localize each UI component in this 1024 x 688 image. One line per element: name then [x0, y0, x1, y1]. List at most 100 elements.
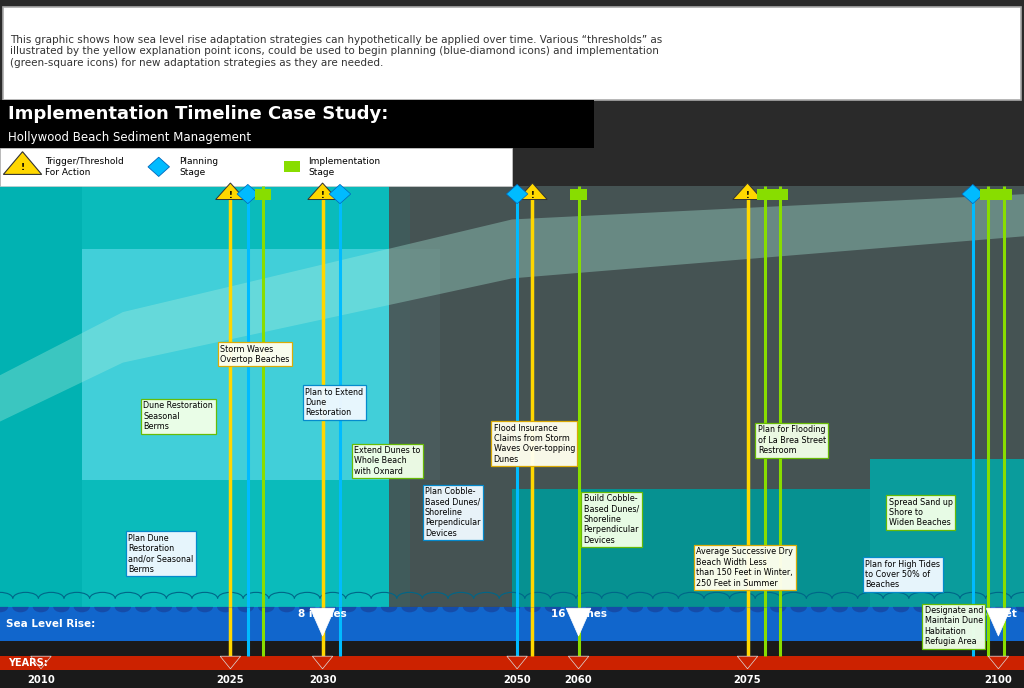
Text: Sea Level Rise:: Sea Level Rise:: [6, 619, 95, 629]
Wedge shape: [279, 607, 295, 612]
Bar: [0, 607, 1024, 641]
Wedge shape: [53, 607, 70, 612]
Text: 16 inches: 16 inches: [551, 609, 606, 619]
Text: Trigger/Threshold
For Action: Trigger/Threshold For Action: [45, 157, 124, 177]
Wedge shape: [238, 607, 254, 612]
Polygon shape: [506, 184, 528, 204]
Wedge shape: [913, 607, 930, 612]
Wedge shape: [319, 607, 336, 612]
Text: 8 inches: 8 inches: [298, 609, 347, 619]
Wedge shape: [995, 607, 1012, 612]
Text: !: !: [228, 191, 232, 200]
Polygon shape: [308, 183, 337, 200]
Polygon shape: [733, 183, 762, 200]
Polygon shape: [986, 608, 1011, 636]
Text: YEARS:: YEARS:: [8, 658, 48, 668]
Polygon shape: [31, 656, 51, 669]
Polygon shape: [737, 656, 758, 669]
Text: Flood Insurance
Claims from Storm
Waves Over-topping
Dunes: Flood Insurance Claims from Storm Waves …: [494, 424, 574, 464]
Text: Average Successive Dry
Beach Width Less
than 150 Feet in Winter,
250 Feet in Sum: Average Successive Dry Beach Width Less …: [696, 548, 794, 588]
Bar: [0, 100, 594, 148]
Polygon shape: [216, 183, 245, 200]
Text: !: !: [745, 191, 750, 200]
Wedge shape: [33, 607, 49, 612]
Bar: [570, 189, 587, 200]
Polygon shape: [3, 151, 42, 175]
Wedge shape: [381, 607, 397, 612]
Wedge shape: [504, 607, 520, 612]
Text: Plan for High Tides
to Cover 50% of
Beaches: Plan for High Tides to Cover 50% of Beac…: [865, 559, 940, 590]
Wedge shape: [197, 607, 213, 612]
Text: Plan Cobble-
Based Dunes/
Shoreline
Perpendicular
Devices: Plan Cobble- Based Dunes/ Shoreline Perp…: [425, 487, 480, 538]
Text: !: !: [20, 163, 25, 172]
Bar: [284, 161, 300, 172]
Text: Hollywood Beach Sediment Management: Hollywood Beach Sediment Management: [8, 131, 251, 144]
Polygon shape: [566, 608, 591, 636]
Wedge shape: [852, 607, 868, 612]
Wedge shape: [463, 607, 479, 612]
Wedge shape: [115, 607, 131, 612]
Text: !: !: [321, 191, 325, 200]
Polygon shape: [568, 656, 589, 669]
Bar: [870, 460, 1024, 607]
Bar: [0, 186, 82, 607]
Bar: [980, 189, 996, 200]
Polygon shape: [0, 194, 1024, 422]
FancyBboxPatch shape: [3, 7, 1021, 100]
Polygon shape: [312, 656, 333, 669]
Wedge shape: [94, 607, 111, 612]
Wedge shape: [135, 607, 152, 612]
Text: 5 Feet: 5 Feet: [980, 609, 1017, 619]
Wedge shape: [893, 607, 909, 612]
Wedge shape: [524, 607, 541, 612]
Wedge shape: [217, 607, 233, 612]
Text: This graphic shows how sea level rise adaptation strategies can hypothetically b: This graphic shows how sea level rise ad…: [10, 35, 663, 68]
Text: Designate and
Maintain Dune
Habitation
Refugia Area: Designate and Maintain Dune Habitation R…: [925, 606, 983, 646]
Text: Implementation Timeline Case Study:: Implementation Timeline Case Study:: [8, 105, 388, 123]
Polygon shape: [507, 656, 527, 669]
Wedge shape: [954, 607, 971, 612]
Bar: [757, 189, 773, 200]
Wedge shape: [872, 607, 889, 612]
Wedge shape: [74, 607, 90, 612]
Wedge shape: [12, 607, 29, 612]
Wedge shape: [299, 607, 315, 612]
Wedge shape: [176, 607, 193, 612]
Bar: [512, 489, 870, 607]
Wedge shape: [647, 607, 664, 612]
Text: Planning
Stage: Planning Stage: [179, 157, 218, 177]
Text: Implementation
Stage: Implementation Stage: [308, 157, 380, 177]
Text: Dune Restoration
Seasonal
Berms: Dune Restoration Seasonal Berms: [143, 401, 213, 431]
Polygon shape: [988, 656, 1009, 669]
Wedge shape: [668, 607, 684, 612]
Text: Plan Dune
Restoration
and/or Seasonal
Berms: Plan Dune Restoration and/or Seasonal Be…: [128, 534, 194, 574]
Polygon shape: [147, 157, 170, 176]
Text: 2030: 2030: [309, 674, 336, 685]
Text: 2025: 2025: [217, 674, 244, 685]
Wedge shape: [934, 607, 950, 612]
Text: 2075: 2075: [734, 674, 761, 685]
Wedge shape: [1016, 607, 1024, 612]
Wedge shape: [401, 607, 418, 612]
Text: 2100: 2100: [984, 674, 1013, 685]
Wedge shape: [750, 607, 766, 612]
Bar: [995, 189, 1012, 200]
Text: 2050: 2050: [504, 674, 530, 685]
Bar: [255, 189, 271, 200]
Text: Plan for Flooding
of La Brea Street
Restroom: Plan for Flooding of La Brea Street Rest…: [758, 425, 826, 455]
Wedge shape: [770, 607, 786, 612]
Wedge shape: [586, 607, 602, 612]
Wedge shape: [340, 607, 356, 612]
Bar: [82, 249, 440, 480]
Text: 2010: 2010: [27, 674, 55, 685]
Text: Spread Sand up
Shore to
Widen Beaches: Spread Sand up Shore to Widen Beaches: [889, 497, 952, 528]
Wedge shape: [688, 607, 705, 612]
Wedge shape: [627, 607, 643, 612]
Bar: [0, 148, 512, 186]
Text: Extend Dunes to
Whole Beach
with Oxnard: Extend Dunes to Whole Beach with Oxnard: [354, 446, 421, 476]
Bar: [389, 186, 1024, 607]
Wedge shape: [709, 607, 725, 612]
Bar: [0, 656, 1024, 670]
Wedge shape: [422, 607, 438, 612]
Wedge shape: [831, 607, 848, 612]
